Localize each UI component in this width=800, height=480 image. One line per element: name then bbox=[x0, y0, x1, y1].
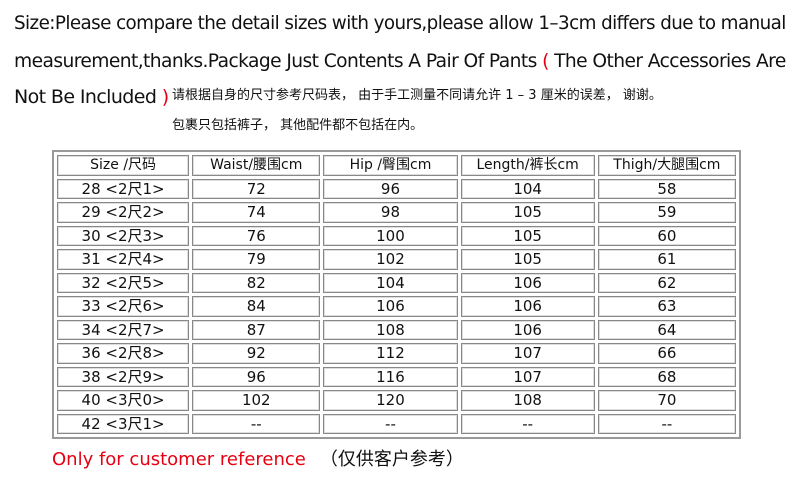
table-cell: Waist/腰围cm bbox=[192, 155, 321, 176]
table-cell: 60 bbox=[597, 225, 736, 246]
intro-line-3: Not Be Included ) bbox=[14, 86, 169, 108]
table-cell: -- bbox=[460, 413, 595, 434]
intro-line-2a: measurement,thanks.Package Just Contents… bbox=[14, 50, 537, 72]
table-cell: 31 <2尺4> bbox=[57, 249, 190, 270]
table-cell: 105 bbox=[460, 202, 595, 223]
table-cell: 64 bbox=[597, 319, 736, 340]
table-cell: 106 bbox=[460, 319, 595, 340]
table-cell: 63 bbox=[597, 296, 736, 317]
table-cell: 120 bbox=[323, 390, 458, 411]
table-cell: Size /尺码 bbox=[57, 155, 190, 176]
table-row: 31 <2尺4> 79 102 105 61 bbox=[57, 249, 736, 270]
table-row: 36 <2尺8> 92 112 107 66 bbox=[57, 343, 736, 364]
table-row: 34 <2尺7> 87 108 106 64 bbox=[57, 319, 736, 340]
table-cell: 102 bbox=[192, 390, 321, 411]
table-cell: 66 bbox=[597, 343, 736, 364]
table-cell: 32 <2尺5> bbox=[57, 272, 190, 293]
table-cell: 74 bbox=[192, 202, 321, 223]
table-cell: 38 <2尺9> bbox=[57, 366, 190, 387]
table-cell: 84 bbox=[192, 296, 321, 317]
intro-line-2b: The Other Accessories Are bbox=[548, 50, 786, 72]
table-cell: -- bbox=[323, 413, 458, 434]
cn-note-1: 请根据自身的尺寸参考尺码表， 由于手工测量不同请允许 1 – 3 厘米的误差， … bbox=[172, 88, 662, 103]
table-cell: 30 <2尺3> bbox=[57, 225, 190, 246]
table-cell: 68 bbox=[597, 366, 736, 387]
paren-close: ) bbox=[161, 86, 169, 108]
table-cell: 29 <2尺2> bbox=[57, 202, 190, 223]
table-cell: 72 bbox=[192, 178, 321, 199]
table-cell: 61 bbox=[597, 249, 736, 270]
table-cell: 105 bbox=[460, 249, 595, 270]
table-cell: 58 bbox=[597, 178, 736, 199]
table-cell: 70 bbox=[597, 390, 736, 411]
table-cell: 106 bbox=[323, 296, 458, 317]
table-row: 38 <2尺9> 96 116 107 68 bbox=[57, 366, 736, 387]
table-cell: 104 bbox=[323, 272, 458, 293]
table-cell: 76 bbox=[192, 225, 321, 246]
table-row: 32 <2尺5> 82 104 106 62 bbox=[57, 272, 736, 293]
footer-en: Only for customer reference bbox=[52, 449, 306, 470]
table-cell: 33 <2尺6> bbox=[57, 296, 190, 317]
table-row: 28 <2尺1> 72 96 104 58 bbox=[57, 178, 736, 199]
table-cell: 112 bbox=[323, 343, 458, 364]
table-cell: 40 <3尺0> bbox=[57, 390, 190, 411]
table-cell: 116 bbox=[323, 366, 458, 387]
intro-line-1: Size:Please compare the detail sizes wit… bbox=[14, 12, 786, 34]
footer-note: Only for customer reference （仅供客户参考） bbox=[52, 445, 464, 471]
table-cell: 96 bbox=[323, 178, 458, 199]
paren-open: ( bbox=[542, 50, 549, 72]
table-cell: 106 bbox=[460, 272, 595, 293]
cn-note-2: 包裹只包括裤子， 其他配件都不包括在内。 bbox=[172, 118, 424, 133]
table-cell: 79 bbox=[192, 249, 321, 270]
table-cell: 87 bbox=[192, 319, 321, 340]
table-cell: 104 bbox=[460, 178, 595, 199]
table-cell: 106 bbox=[460, 296, 595, 317]
table-row: 42 <3尺1> -- -- -- -- bbox=[57, 413, 736, 434]
table-cell: 102 bbox=[323, 249, 458, 270]
table-row: 29 <2尺2> 74 98 105 59 bbox=[57, 202, 736, 223]
table-cell: Hip /臀围cm bbox=[323, 155, 458, 176]
table-cell: 62 bbox=[597, 272, 736, 293]
size-chart-table: Size /尺码 Waist/腰围cm Hip /臀围cm Length/裤长cm Th… bbox=[52, 150, 741, 439]
table-cell: 34 <2尺7> bbox=[57, 319, 190, 340]
table-cell: 100 bbox=[323, 225, 458, 246]
table-cell: 108 bbox=[460, 390, 595, 411]
table-cell: 98 bbox=[323, 202, 458, 223]
table-row: 33 <2尺6> 84 106 106 63 bbox=[57, 296, 736, 317]
table-header-row: Size /尺码 Waist/腰围cm Hip /臀围cm Length/裤长cm Th… bbox=[57, 155, 736, 176]
table-cell: 36 <2尺8> bbox=[57, 343, 190, 364]
table-cell: 108 bbox=[323, 319, 458, 340]
table-cell: -- bbox=[192, 413, 321, 434]
table-row: 40 <3尺0> 102 120 108 70 bbox=[57, 390, 736, 411]
footer-cn: （仅供客户参考） bbox=[319, 449, 464, 470]
table-row: 30 <2尺3> 76 100 105 60 bbox=[57, 225, 736, 246]
table-cell: -- bbox=[597, 413, 736, 434]
table-cell: 82 bbox=[192, 272, 321, 293]
table-cell: 107 bbox=[460, 343, 595, 364]
table-cell: Length/裤长cm bbox=[460, 155, 595, 176]
table-cell: 92 bbox=[192, 343, 321, 364]
table-cell: 59 bbox=[597, 202, 736, 223]
table-cell: 96 bbox=[192, 366, 321, 387]
table-cell: 28 <2尺1> bbox=[57, 178, 190, 199]
table-cell: Thigh/大腿围cm bbox=[597, 155, 736, 176]
table-cell: 105 bbox=[460, 225, 595, 246]
table-cell: 107 bbox=[460, 366, 595, 387]
intro-line-3-text: Not Be Included bbox=[14, 86, 157, 108]
intro-line-2: measurement,thanks.Package Just Contents… bbox=[14, 50, 786, 72]
table-cell: 42 <3尺1> bbox=[57, 413, 190, 434]
